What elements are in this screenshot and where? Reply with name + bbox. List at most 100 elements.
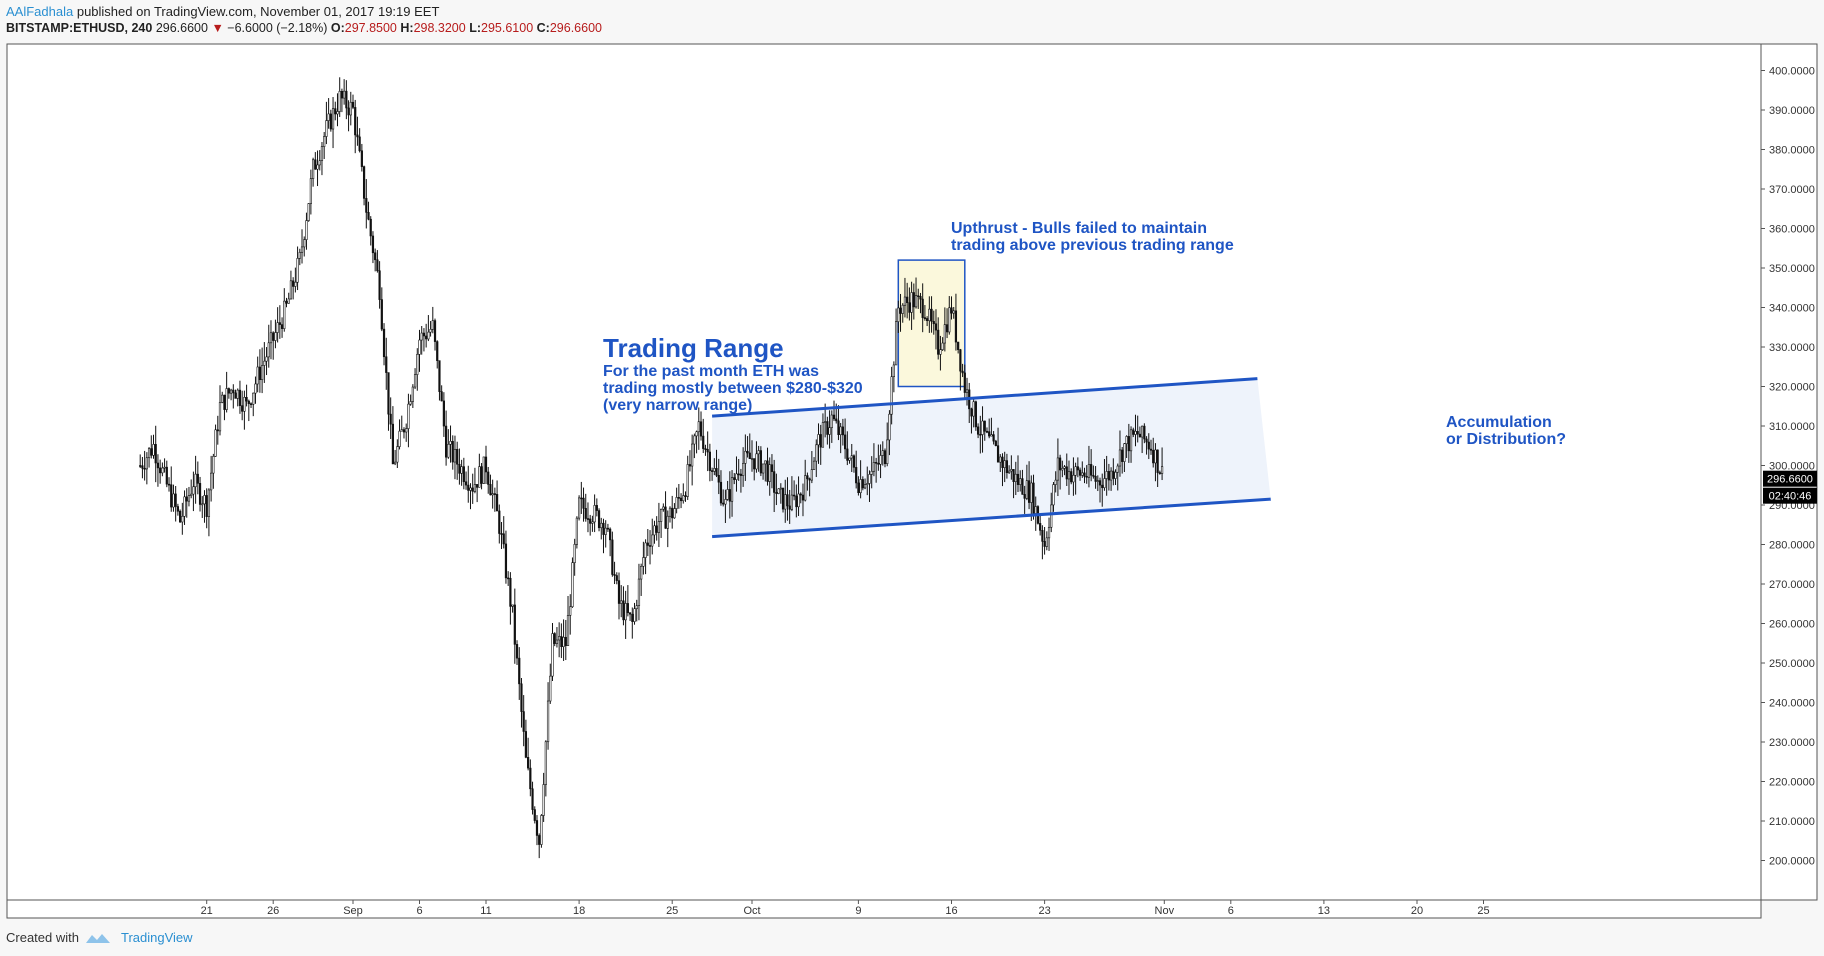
candle-body: [1134, 431, 1137, 435]
candle-body: [1041, 530, 1044, 542]
candle-body: [159, 467, 162, 474]
x-tick-label: 11: [480, 905, 491, 917]
candle-body: [764, 460, 767, 465]
candle-body: [555, 639, 559, 644]
candle-body: [943, 324, 946, 344]
candle-body: [303, 239, 306, 248]
candle-body: [981, 420, 984, 435]
candle-body: [431, 320, 434, 330]
candle-body: [994, 440, 997, 447]
time-axis[interactable]: [6, 899, 1762, 919]
candle-body: [761, 463, 765, 474]
x-tick-label: Nov: [1155, 905, 1175, 917]
candle-body: [232, 389, 235, 394]
candle-body: [249, 403, 253, 405]
candle-body: [757, 450, 760, 455]
candle-body: [1070, 471, 1073, 483]
candle-body: [292, 280, 295, 287]
candle-body: [179, 510, 182, 523]
candle-body: [504, 543, 508, 579]
tradingview-link[interactable]: TradingView: [120, 930, 193, 945]
candle-body: [799, 493, 802, 496]
candle-body: [1045, 537, 1048, 547]
candle-body: [345, 90, 348, 109]
candle-body: [606, 527, 610, 530]
candle-body: [156, 462, 160, 469]
candle-body: [1067, 471, 1071, 480]
candle-body: [174, 493, 177, 507]
candle-body: [781, 487, 785, 510]
candle-body: [733, 477, 736, 480]
candle-body: [531, 788, 534, 810]
candle-body: [358, 136, 361, 152]
candle-body: [154, 444, 157, 464]
candle-body: [972, 401, 975, 417]
candle-body: [467, 484, 470, 491]
candle-body: [453, 448, 457, 463]
publish-info: AAlFadhala published on TradingView.com,…: [6, 4, 439, 19]
candle-body: [229, 389, 233, 394]
candle-body: [830, 414, 833, 428]
candle-body: [418, 339, 421, 355]
candle-body: [238, 389, 242, 406]
candle-body: [932, 321, 935, 325]
candle-body: [336, 111, 339, 115]
last-price: 296.6600: [155, 21, 208, 35]
x-tick-label: 20: [1411, 905, 1423, 917]
candle-body: [914, 295, 918, 308]
candle-body: [759, 450, 762, 474]
candle-body: [715, 468, 718, 476]
candle-body: [963, 372, 966, 393]
y-tick-label: 260.0000: [1769, 619, 1815, 631]
candle-body: [314, 159, 317, 170]
candle-body: [748, 452, 751, 459]
candle-body: [1030, 482, 1033, 503]
candle-body: [1025, 480, 1028, 499]
candle-body: [187, 495, 191, 502]
candle-body: [553, 633, 556, 644]
candle-body: [1083, 472, 1086, 477]
candle-body: [542, 784, 545, 816]
candle-body: [693, 435, 696, 445]
candle-body: [644, 542, 647, 558]
candle-body: [684, 495, 687, 497]
candle-body: [1145, 438, 1148, 443]
x-tick-label: Oct: [743, 905, 760, 917]
y-tick-label: 380.0000: [1769, 145, 1815, 157]
author-link[interactable]: AAlFadhala: [6, 4, 74, 19]
accumulation-line2: or Distribution?: [1446, 431, 1566, 448]
candle-body: [1027, 480, 1031, 503]
candle-body: [458, 463, 461, 474]
candle-body: [440, 391, 443, 402]
candle-body: [954, 310, 958, 343]
candle-body: [1021, 478, 1024, 495]
candle-body: [511, 604, 514, 607]
candle-body: [1074, 466, 1077, 476]
candle-body: [717, 474, 720, 483]
candle-body: [797, 493, 800, 508]
candle-body: [766, 460, 769, 482]
candle-body: [316, 164, 319, 170]
candle-body: [356, 134, 359, 138]
candle-body: [843, 434, 847, 450]
candle-body: [804, 475, 807, 501]
candle-body: [343, 90, 346, 99]
candle-body: [919, 296, 922, 300]
candle-body: [1127, 436, 1130, 452]
candle-body: [573, 544, 576, 563]
open-label: O:: [330, 21, 345, 35]
candle-body: [1054, 479, 1057, 485]
candle-body: [241, 405, 244, 412]
published-text: published on TradingView.com, November 0…: [76, 4, 440, 19]
candle-body: [1003, 460, 1006, 468]
candle-body: [540, 815, 543, 845]
candle-body: [846, 448, 849, 461]
y-tick-label: 320.0000: [1769, 382, 1815, 394]
accumulation-line1: Accumulation: [1446, 414, 1552, 431]
candle-body: [901, 304, 904, 314]
candle-body: [165, 466, 168, 485]
candle-body: [979, 434, 982, 436]
x-tick-label: 25: [1477, 905, 1489, 917]
x-tick-label: 21: [201, 905, 213, 917]
